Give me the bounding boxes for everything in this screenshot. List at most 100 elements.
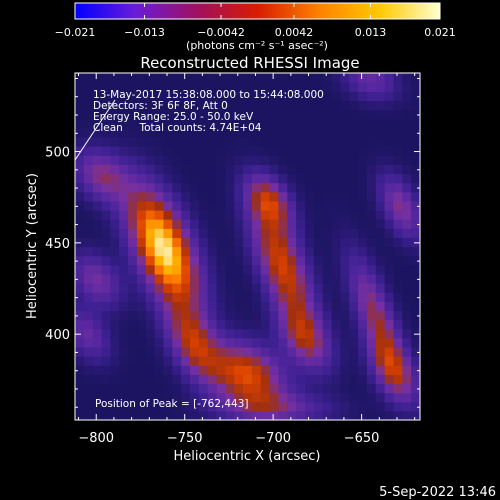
heatmap-cell — [154, 91, 165, 101]
heatmap-cell — [181, 283, 191, 293]
heatmap-cell — [366, 264, 377, 275]
heatmap-cell — [181, 91, 191, 101]
heatmap-cell — [181, 136, 191, 147]
heatmap-cell — [260, 200, 271, 211]
heatmap-cell — [234, 328, 244, 339]
heatmap-cell — [366, 91, 377, 101]
heatmap-cell — [278, 264, 288, 275]
heatmap-cell — [92, 401, 103, 412]
heatmap-cell — [190, 73, 200, 83]
heatmap-cell — [305, 292, 315, 302]
heatmap-cell — [119, 246, 129, 257]
heatmap-cell — [154, 100, 165, 111]
heatmap-cell — [384, 109, 395, 120]
heatmap-cell — [119, 100, 129, 111]
heatmap-cell — [101, 219, 111, 229]
heatmap-cell — [322, 383, 333, 394]
heatmap-cell — [305, 374, 315, 385]
heatmap-cell — [331, 136, 341, 147]
heatmap-cell — [322, 73, 333, 83]
heatmap-cell — [190, 264, 200, 275]
heatmap-cell — [358, 264, 368, 275]
heatmap-cell — [243, 283, 253, 293]
heatmap-cell — [331, 283, 341, 293]
heatmap-cell — [207, 319, 218, 330]
heatmap-cell — [216, 109, 226, 120]
heatmap-cell — [313, 410, 324, 420]
heatmap-cell — [375, 246, 386, 257]
heatmap-cell — [198, 146, 209, 156]
heatmap-cell — [225, 237, 235, 248]
heatmap-cell — [92, 337, 103, 348]
heatmap-cell — [243, 146, 253, 156]
heatmap-cell — [163, 91, 173, 101]
heatmap-cell — [366, 173, 377, 184]
heatmap-cell — [190, 246, 200, 257]
heatmap-cell — [181, 228, 191, 238]
heatmap-cell — [92, 356, 103, 366]
heatmap-cell — [198, 273, 209, 284]
heatmap-cell — [128, 292, 138, 302]
heatmap-cell — [163, 173, 173, 184]
heatmap-cell — [190, 365, 200, 375]
heatmap-cell — [128, 100, 138, 111]
heatmap-cell — [375, 237, 386, 248]
heatmap-cell — [393, 228, 403, 238]
heatmap-cell — [198, 228, 209, 238]
heatmap-cell — [384, 283, 395, 293]
heatmap-cell — [269, 374, 280, 385]
heatmap-cell — [366, 337, 377, 348]
info-detectors: Detectors: 3F 6F 8F, Att 0 — [93, 100, 228, 112]
heatmap-cell — [207, 346, 218, 357]
heatmap-cell — [305, 191, 315, 202]
heatmap-cell — [251, 246, 262, 257]
heatmap-cell — [225, 374, 235, 385]
heatmap-cell — [243, 200, 253, 211]
heatmap-cell — [234, 237, 244, 248]
heatmap-cell — [83, 365, 94, 375]
heatmap-cell — [198, 410, 209, 420]
heatmap-cell — [269, 310, 280, 321]
heatmap-cell — [269, 255, 280, 266]
heatmap-cell — [313, 109, 324, 120]
heatmap-cell — [322, 246, 333, 257]
heatmap-cell — [366, 209, 377, 220]
heatmap-cell — [101, 337, 111, 348]
heatmap-cell — [243, 356, 253, 366]
heatmap-cell — [145, 82, 156, 92]
heatmap-cell — [393, 246, 403, 257]
heatmap-cell — [83, 310, 94, 321]
heatmap-cell — [101, 283, 111, 293]
heatmap-cell — [225, 146, 235, 156]
heatmap-cell — [402, 264, 412, 275]
heatmap-cell — [101, 100, 111, 111]
heatmap-cell — [393, 118, 403, 129]
heatmap-cell — [260, 401, 271, 412]
heatmap-cell — [269, 264, 280, 275]
heatmap-cell — [136, 109, 147, 120]
heatmap-cell — [296, 73, 306, 83]
heatmap-cell — [251, 146, 262, 156]
heatmap-cell — [358, 410, 368, 420]
heatmap-cell — [340, 200, 350, 211]
heatmap-cell — [92, 191, 103, 202]
heatmap-cell — [101, 292, 111, 302]
heatmap-cell — [154, 228, 165, 238]
heatmap-cell — [216, 200, 226, 211]
heatmap-cell — [313, 356, 324, 366]
heatmap-cell — [384, 100, 395, 111]
heatmap-cell — [340, 91, 350, 101]
heatmap-cell — [375, 401, 386, 412]
heatmap-cell — [75, 328, 85, 339]
heatmap-cell — [190, 392, 200, 403]
heatmap-cell — [110, 301, 120, 312]
heatmap-cell — [163, 155, 173, 165]
heatmap-cell — [128, 228, 138, 238]
heatmap-cell — [402, 328, 412, 339]
heatmap-cell — [119, 91, 129, 101]
heatmap-cell — [375, 346, 386, 357]
heatmap-cell — [349, 155, 359, 165]
heatmap-cell — [340, 228, 350, 238]
heatmap-cell — [384, 173, 395, 184]
